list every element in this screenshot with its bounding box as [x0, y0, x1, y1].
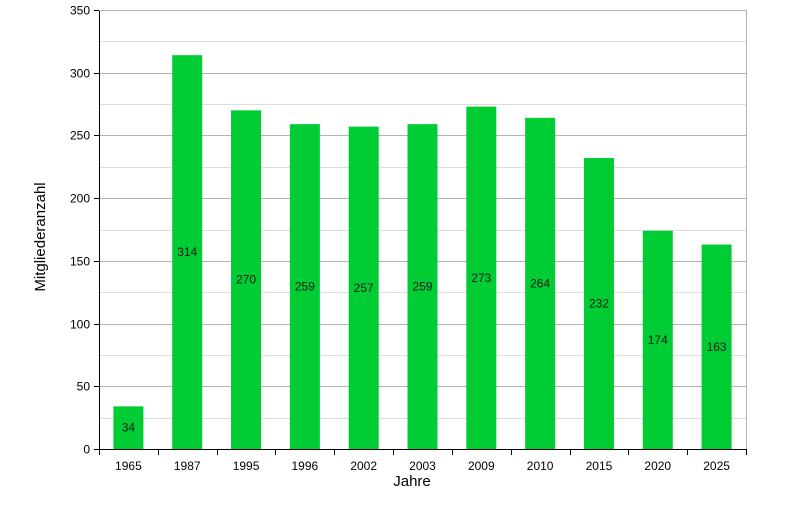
data-label-2009: 273	[471, 271, 491, 285]
y-tick-label: 200	[70, 192, 90, 206]
y-tick-label: 50	[77, 380, 91, 394]
data-label-2025: 163	[707, 340, 727, 354]
axes	[99, 10, 747, 450]
x-tick-label: 1995	[233, 459, 260, 473]
x-tick-label: 2010	[527, 459, 554, 473]
x-tick-label: 1996	[292, 459, 319, 473]
data-label-2015: 232	[589, 297, 609, 311]
x-axis-ticks: 1965 1987 1995 1996 2002 2003 2009 2010 2015 2020…	[99, 449, 747, 473]
bar-2020	[642, 230, 673, 449]
data-label-1965: 34	[122, 421, 136, 435]
bar-1987	[172, 55, 203, 449]
data-label-1995: 270	[236, 273, 256, 287]
bar-1965	[113, 406, 144, 449]
y-tick-label: 350	[70, 4, 90, 18]
data-label-2010: 264	[530, 276, 550, 290]
x-tick-label: 2002	[350, 459, 377, 473]
bar-2002	[348, 126, 379, 450]
bar-1995	[231, 110, 262, 449]
bar-2015	[583, 158, 614, 449]
data-label-1996: 259	[295, 280, 315, 294]
x-tick-label: 2025	[703, 459, 730, 473]
y-tick-label: 150	[70, 255, 90, 269]
y-axis-ticks: 0 50 100 150 200 250 300 350	[70, 4, 99, 457]
y-tick-label: 100	[70, 318, 90, 332]
y-tick-label: 250	[70, 129, 90, 143]
data-label-2002: 257	[354, 281, 374, 295]
data-label-2003: 259	[412, 280, 432, 294]
data-label-1987: 314	[177, 245, 197, 259]
bar-2003	[407, 124, 438, 449]
x-axis-title: Jahre	[393, 473, 431, 490]
x-tick-label: 2009	[468, 459, 495, 473]
bars	[113, 55, 732, 450]
y-tick-label: 0	[83, 443, 90, 457]
bar-2010	[525, 117, 556, 450]
y-axis-title: Mitgliederanzahl	[32, 182, 49, 291]
bar-2025	[701, 244, 732, 449]
x-tick-label: 2015	[586, 459, 613, 473]
data-labels: 34 314 270 259 257 259 273 264 232 174 163	[122, 245, 727, 435]
data-label-2020: 174	[648, 333, 668, 347]
x-tick-label: 2003	[409, 459, 436, 473]
bar-2009	[466, 106, 497, 449]
x-tick-label: 2020	[644, 459, 671, 473]
bar-1996	[289, 124, 320, 449]
y-tick-label: 300	[70, 67, 90, 81]
x-tick-label: 1965	[115, 459, 142, 473]
x-tick-label: 1987	[174, 459, 201, 473]
